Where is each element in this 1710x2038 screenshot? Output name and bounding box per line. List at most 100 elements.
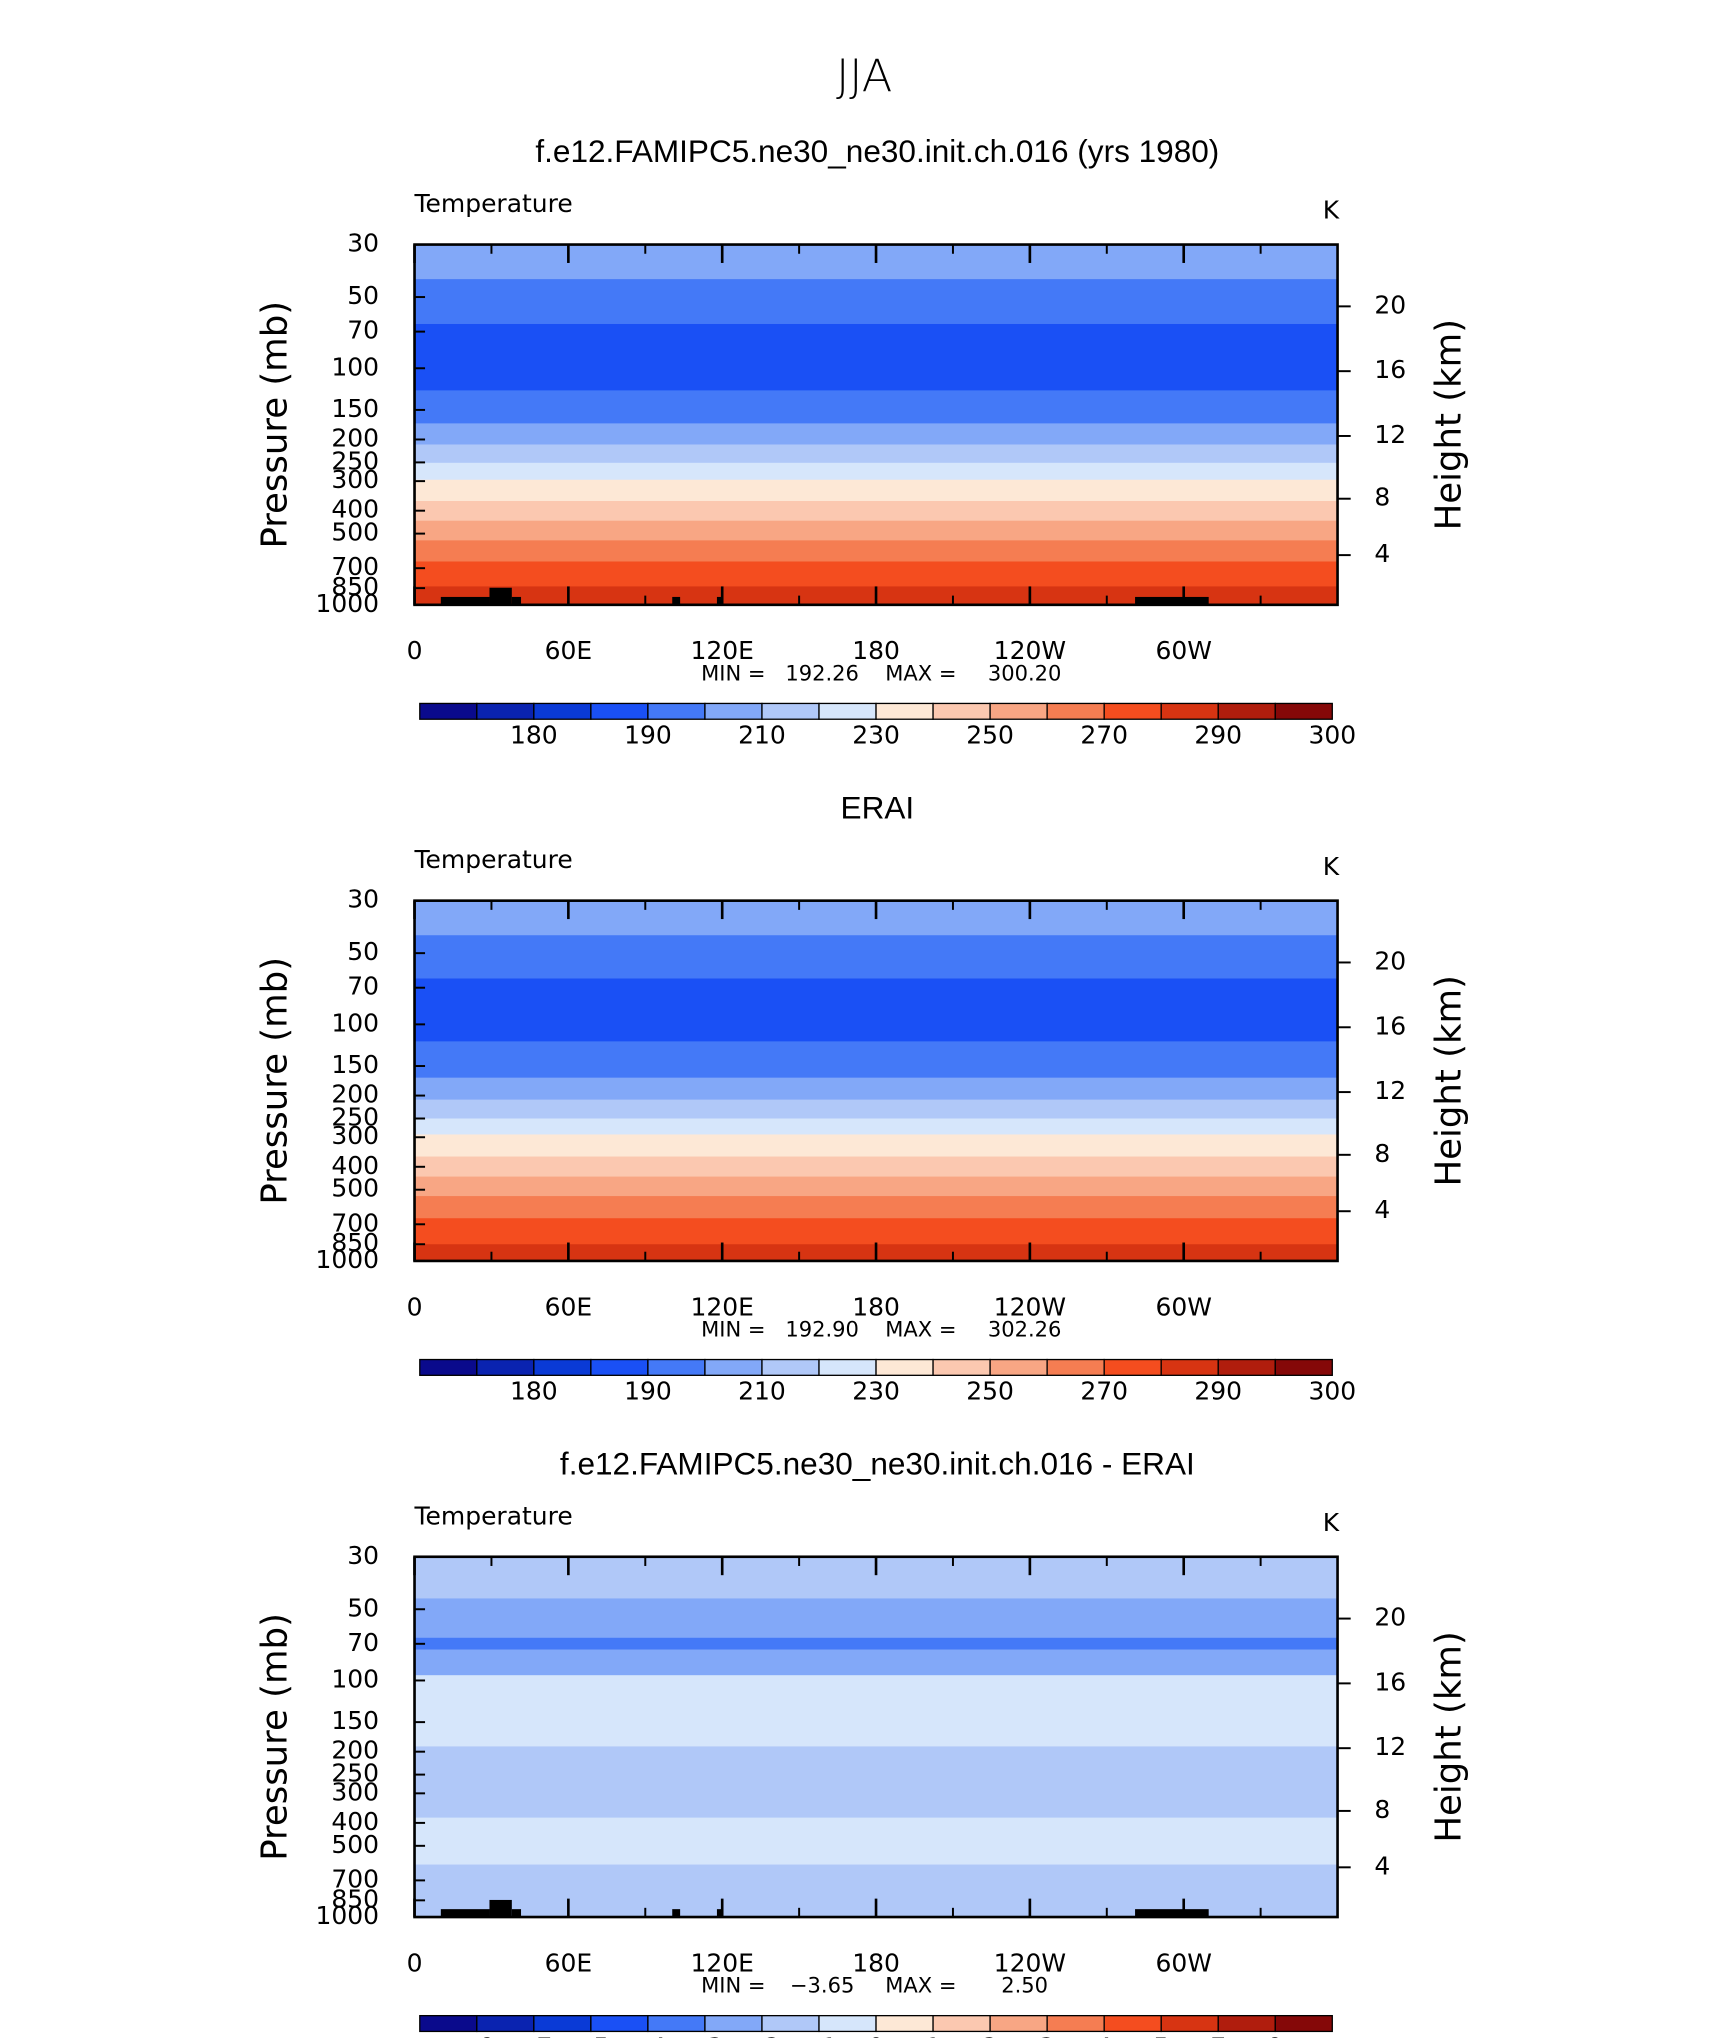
colorbar-label: −9 [458,2033,495,2038]
colorbar-label: −7 [515,2033,552,2038]
contour-band [414,462,1338,481]
y2-tick-label: 12 [1374,1732,1406,1761]
land-mask [672,596,681,605]
y-tick-label: 1000 [315,1245,379,1274]
contour-band [414,1637,1338,1651]
contour-band [414,279,1338,325]
x-tick-label: 120W [994,1292,1066,1321]
y-tick-label: 400 [331,1807,379,1836]
colorbar-box [704,702,763,720]
contour-band [414,479,1338,502]
y-tick-label: 70 [347,972,379,1001]
y2-tick-label: 12 [1374,1076,1406,1105]
colorbar-box [1217,2014,1276,2033]
colorbar-box [476,702,535,720]
y-tick-label: 150 [331,1050,379,1079]
y-tick-label: 500 [331,1174,379,1203]
colorbar-box [533,1358,592,1376]
x-tick-label: 60E [545,1292,593,1321]
contour-band [414,1134,1338,1158]
x-tick-label: 60W [1155,1948,1211,1977]
contour-band [414,444,1338,464]
y-tick-label: 200 [331,1736,379,1765]
colorbar-label: 270 [1080,1376,1128,1405]
max-value: 2.50 [1001,1973,1048,1998]
colorbar-box [989,1358,1048,1376]
contour-band [414,1675,1338,1748]
contour-band [414,978,1338,1043]
min-label: MIN = [701,661,765,686]
land-mask [716,1909,723,1918]
y2-tick-label: 20 [1374,946,1406,975]
colorbar-label: −3 [687,2033,724,2038]
x-tick-label: 180 [852,636,900,665]
panel-title: f.e12.FAMIPC5.ne30_ne30.init.ch.016 (yrs… [535,133,1219,169]
contour-band [414,323,1338,392]
panel-subtitle: Temperature [414,189,573,218]
colorbar-box [590,1358,649,1376]
colorbar-box [1046,1358,1105,1376]
y-tick-label: 500 [331,1830,379,1859]
colorbar-box [1217,702,1276,720]
colorbar-box [533,2014,592,2033]
colorbar-box [1160,1358,1219,1376]
colorbar-box [875,702,934,720]
y-axis-label: Pressure (mb) [254,1613,295,1861]
land-mask [1135,1909,1209,1918]
colorbar-label: 0 [868,2033,884,2038]
colorbar-box [590,2014,649,2033]
y-tick-label: 300 [331,465,379,494]
land-mask [489,587,512,605]
y2-tick-label: 4 [1374,539,1390,568]
colorbar-label: 3 [1039,2033,1055,2038]
colorbar-box [647,2014,706,2033]
colorbar-label: 300 [1308,1376,1356,1405]
contour-band [414,1649,1338,1676]
min-value: −3.65 [790,1973,854,1998]
colorbar-box [932,2014,991,2033]
colorbar-label: 180 [510,720,558,749]
colorbar-label: 5 [1153,2033,1169,2038]
y2-tick-label: 12 [1374,420,1406,449]
contour-band [414,1077,1338,1101]
x-tick-label: 120E [690,636,753,665]
contour-band [414,935,1338,980]
y2-tick-label: 8 [1374,1795,1390,1824]
contour-band [414,1099,1338,1120]
panel-title: ERAI [841,789,915,825]
y-tick-label: 700 [331,1864,379,1893]
y-tick-label: 150 [331,394,379,423]
colorbar-box [875,1358,934,1376]
min-value: 192.26 [785,661,859,686]
y2-axis-label: Height (km) [1429,1631,1470,1842]
y-tick-label: 850 [331,1884,379,1913]
y-tick-label: 500 [331,518,379,547]
x-tick-label: 60E [545,1948,593,1977]
contour-band [414,1196,1338,1220]
colorbar-box [1046,702,1105,720]
x-tick-label: 0 [407,1948,423,1977]
y-tick-label: 50 [347,281,379,310]
colorbar-box [419,1358,478,1376]
colorbar-box [419,702,478,720]
land-mask [489,1899,512,1918]
y-tick-label: 300 [331,1777,379,1806]
x-tick-label: 120W [994,636,1066,665]
colorbar-box [704,2014,763,2033]
colorbar-label: 290 [1194,720,1242,749]
y-tick-label: 300 [331,1121,379,1150]
colorbar-box [704,1358,763,1376]
colorbar-label: 250 [966,1376,1014,1405]
y2-tick-label: 16 [1374,1011,1406,1040]
colorbar-box [761,702,820,720]
colorbar-box [989,702,1048,720]
colorbar-box [761,1358,820,1376]
x-tick-label: 60W [1155,636,1211,665]
y2-tick-label: 4 [1374,1851,1390,1880]
land-mask [440,1909,490,1918]
colorbar-label: −4 [630,2033,667,2038]
colorbar-label: 290 [1194,1376,1242,1405]
colorbar-label: 180 [510,1376,558,1405]
colorbar-box [989,2014,1048,2033]
